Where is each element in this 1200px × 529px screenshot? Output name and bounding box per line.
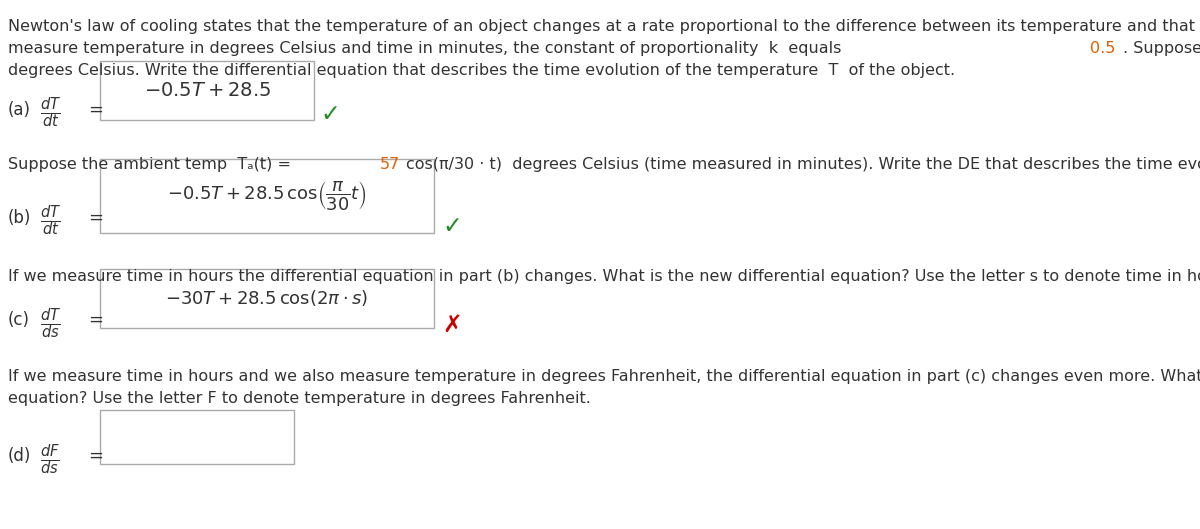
Text: (d): (d) [8,447,31,465]
FancyBboxPatch shape [100,410,294,464]
Text: $-0.5T + 28.5$: $-0.5T + 28.5$ [144,81,270,100]
Text: 57: 57 [379,157,400,172]
Text: ✗: ✗ [442,313,462,337]
Text: . Suppose the ambient temperature  Tₐ(t)  is equal to a constant: . Suppose the ambient temperature Tₐ(t) … [1123,41,1200,56]
Text: Newton's law of cooling states that the temperature of an object changes at a ra: Newton's law of cooling states that the … [8,19,1200,34]
Text: ✓: ✓ [320,102,340,126]
Text: If we measure time in hours and we also measure temperature in degrees Fahrenhei: If we measure time in hours and we also … [8,369,1200,384]
Text: $-30T + 28.5\,\cos\!\left(2\pi \cdot s\right)$: $-30T + 28.5\,\cos\!\left(2\pi \cdot s\r… [166,288,368,308]
FancyBboxPatch shape [100,269,434,328]
Text: Suppose the ambient temp  Tₐ(t) =: Suppose the ambient temp Tₐ(t) = [8,157,296,172]
Text: If we measure time in hours the differential equation in part (b) changes. What : If we measure time in hours the differen… [8,269,1200,284]
Text: $\frac{dT}{ds}$: $\frac{dT}{ds}$ [40,306,61,341]
Text: $-0.5T + 28.5\,\cos\!\left(\dfrac{\pi}{30}t\right)$: $-0.5T + 28.5\,\cos\!\left(\dfrac{\pi}{3… [167,179,367,213]
Text: ✓: ✓ [442,214,462,238]
Text: =: = [88,101,103,119]
Text: $\frac{dF}{ds}$: $\frac{dF}{ds}$ [40,442,60,477]
Text: cos(π/30 · t)  degrees Celsius (time measured in minutes). Write the DE that des: cos(π/30 · t) degrees Celsius (time meas… [406,157,1200,172]
Text: (b): (b) [8,209,31,227]
Text: =: = [88,447,103,465]
Text: 0.5: 0.5 [1090,41,1115,56]
Text: $\frac{dT}{dt}$: $\frac{dT}{dt}$ [40,95,61,130]
Text: (c): (c) [8,311,30,329]
Text: =: = [88,209,103,227]
FancyBboxPatch shape [100,159,434,233]
Text: measure temperature in degrees Celsius and time in minutes, the constant of prop: measure temperature in degrees Celsius a… [8,41,846,56]
Text: =: = [88,311,103,329]
FancyBboxPatch shape [100,61,314,120]
Text: $\frac{dT}{dt}$: $\frac{dT}{dt}$ [40,203,61,238]
Text: degrees Celsius. Write the differential equation that describes the time evoluti: degrees Celsius. Write the differential … [8,63,955,78]
Text: (a): (a) [8,101,31,119]
Text: equation? Use the letter F to denote temperature in degrees Fahrenheit.: equation? Use the letter F to denote tem… [8,391,590,406]
